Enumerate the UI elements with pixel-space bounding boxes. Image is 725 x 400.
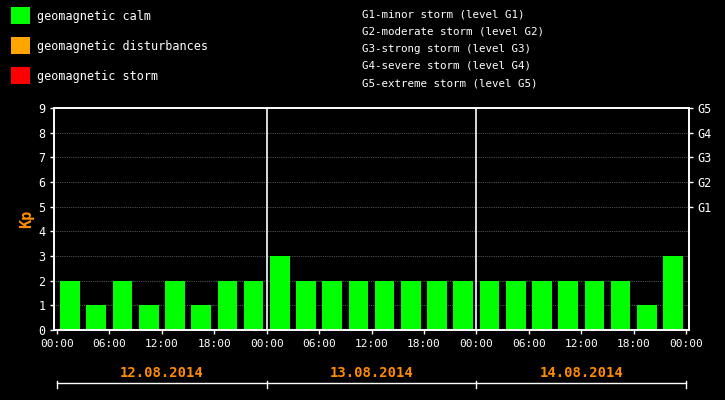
Text: geomagnetic storm: geomagnetic storm: [37, 70, 158, 83]
Bar: [297, 281, 316, 330]
Bar: [584, 281, 604, 330]
Bar: [112, 281, 133, 330]
Text: G4-severe storm (level G4): G4-severe storm (level G4): [362, 61, 531, 71]
Bar: [60, 281, 80, 330]
Y-axis label: Kp: Kp: [19, 210, 34, 228]
Bar: [532, 281, 552, 330]
Bar: [11, 37, 30, 54]
Bar: [244, 281, 263, 330]
Bar: [663, 256, 683, 330]
Bar: [323, 281, 342, 330]
Text: 12.08.2014: 12.08.2014: [120, 366, 204, 380]
Text: G1-minor storm (level G1): G1-minor storm (level G1): [362, 9, 525, 19]
Bar: [165, 281, 185, 330]
Bar: [480, 281, 500, 330]
Bar: [191, 305, 211, 330]
Text: 14.08.2014: 14.08.2014: [539, 366, 624, 380]
Text: G5-extreme storm (level G5): G5-extreme storm (level G5): [362, 78, 538, 88]
Bar: [558, 281, 578, 330]
Bar: [610, 281, 631, 330]
Text: 13.08.2014: 13.08.2014: [330, 366, 413, 380]
Text: G2-moderate storm (level G2): G2-moderate storm (level G2): [362, 26, 544, 36]
Bar: [349, 281, 368, 330]
Bar: [11, 67, 30, 84]
Text: geomagnetic disturbances: geomagnetic disturbances: [37, 40, 208, 53]
Bar: [506, 281, 526, 330]
Text: G3-strong storm (level G3): G3-strong storm (level G3): [362, 44, 531, 54]
Bar: [453, 281, 473, 330]
Bar: [139, 305, 159, 330]
Bar: [401, 281, 420, 330]
Bar: [427, 281, 447, 330]
Bar: [11, 6, 30, 24]
Bar: [637, 305, 657, 330]
Bar: [270, 256, 290, 330]
Bar: [218, 281, 237, 330]
Text: geomagnetic calm: geomagnetic calm: [37, 10, 151, 23]
Bar: [86, 305, 106, 330]
Bar: [375, 281, 394, 330]
